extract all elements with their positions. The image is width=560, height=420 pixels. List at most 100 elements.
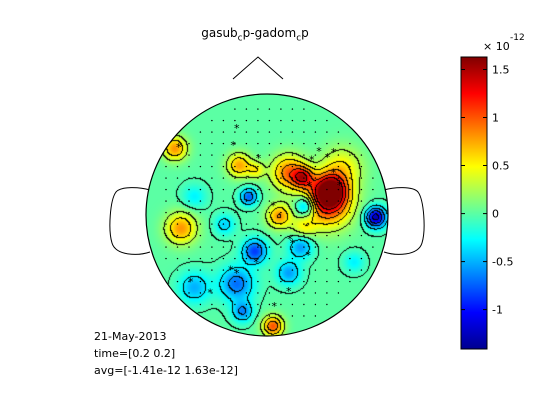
sensor-dot (314, 188, 317, 191)
sensor-dot (268, 257, 271, 260)
sensor-dot (337, 234, 340, 237)
sensor-dot (257, 119, 259, 122)
sensor-dot (337, 177, 340, 179)
sensor-dot (280, 257, 282, 260)
sensor-dot (314, 246, 317, 248)
sensor-dot (372, 211, 374, 214)
sensor-dot (303, 165, 305, 168)
sensor-dot (303, 188, 305, 191)
sensor-dot (303, 315, 305, 317)
sensor-dot (245, 280, 248, 283)
sensor-dot (222, 246, 225, 248)
sensor-dot (337, 246, 340, 248)
sensor-dot (337, 131, 340, 133)
sensor-dot (211, 234, 213, 237)
sensor-dot (360, 246, 363, 248)
sensor-dot (280, 119, 282, 122)
sensor-dot (257, 246, 259, 248)
sensor-dot (303, 246, 305, 248)
sensor-dot (268, 188, 271, 191)
sensor-dot (291, 119, 294, 122)
sensor-dot (326, 200, 328, 202)
sensor-dot (211, 200, 213, 202)
sensor-dot (234, 165, 236, 168)
sensor-dot (280, 280, 282, 283)
sensor-dot (314, 234, 317, 237)
sensor-dot (211, 188, 213, 191)
sensor-dot (257, 108, 259, 110)
significant-sensor-star: * (290, 237, 296, 250)
sensor-dot (234, 315, 236, 317)
sensor-dot (303, 303, 305, 306)
sensor-dot (360, 200, 363, 202)
significant-sensor-star: * (176, 141, 182, 154)
sensor-dot (211, 269, 213, 271)
sensor-dot (199, 165, 202, 168)
sensor-dot (268, 142, 271, 145)
sensor-dot (176, 234, 179, 237)
sensor-dot (280, 142, 282, 145)
sensor-dot (188, 211, 190, 214)
sensor-dot (199, 142, 202, 145)
sensor-dot (291, 246, 294, 248)
sensor-dot (280, 234, 282, 237)
sensor-dot (257, 142, 259, 145)
sensor-dot (176, 188, 179, 191)
sensor-dot (188, 269, 190, 271)
sensor-dot (211, 280, 213, 283)
sensor-dot (245, 200, 248, 202)
sensor-dot (280, 108, 282, 110)
sensor-dot (268, 280, 271, 283)
sensor-dot (176, 200, 179, 202)
sensor-dot (280, 292, 282, 294)
sensor-dot (268, 269, 271, 271)
colorbar-exponent-power: -12 (510, 33, 525, 43)
sensor-dot (222, 165, 225, 168)
sensor-dot (360, 188, 363, 191)
sensor-dot (199, 211, 202, 214)
sensor-dot (165, 257, 167, 260)
chart-title: gasubcp-gadomcp (201, 26, 309, 44)
sensor-dot (372, 234, 374, 237)
sensor-dot (337, 280, 340, 283)
sensor-dot (245, 131, 248, 133)
sensor-dot (245, 315, 248, 317)
sensor-dot (188, 165, 190, 168)
sensor-dot (268, 119, 271, 122)
sensor-dot (234, 119, 236, 122)
sensor-dot (303, 234, 305, 237)
sensor-dot (234, 303, 236, 306)
sensor-dot (245, 211, 248, 214)
sensor-dot (349, 234, 351, 237)
sensor-dot (349, 223, 351, 225)
sensor-dot (211, 131, 213, 133)
sensor-dot (268, 292, 271, 294)
sensor-dot (326, 177, 328, 179)
sensor-dot (211, 246, 213, 248)
sensor-dot (291, 257, 294, 260)
sensor-dot (303, 177, 305, 179)
sensor-dot (291, 292, 294, 294)
sensor-dot (326, 280, 328, 283)
sensor-dot (257, 211, 259, 214)
sensor-dot (349, 200, 351, 202)
sensor-dot (314, 269, 317, 271)
sensor-dot (176, 177, 179, 179)
sensor-dot (303, 223, 305, 225)
sensor-dot (234, 280, 236, 283)
sensor-dot (222, 200, 225, 202)
sensor-dot (314, 280, 317, 283)
sensor-dot (268, 211, 271, 214)
sensor-dot (349, 154, 351, 156)
sensor-dot (199, 292, 202, 294)
sensor-dot (222, 223, 225, 225)
significant-sensor-star: * (305, 249, 311, 262)
sensor-dot (314, 292, 317, 294)
sensor-dot (303, 142, 305, 145)
sensor-dot (280, 131, 282, 133)
sensor-dot (326, 223, 328, 225)
colorbar-tick-label: 1.5 (492, 64, 510, 77)
sensor-dot (268, 177, 271, 179)
sensor-dot (234, 269, 236, 271)
sensor-dot (257, 131, 259, 133)
